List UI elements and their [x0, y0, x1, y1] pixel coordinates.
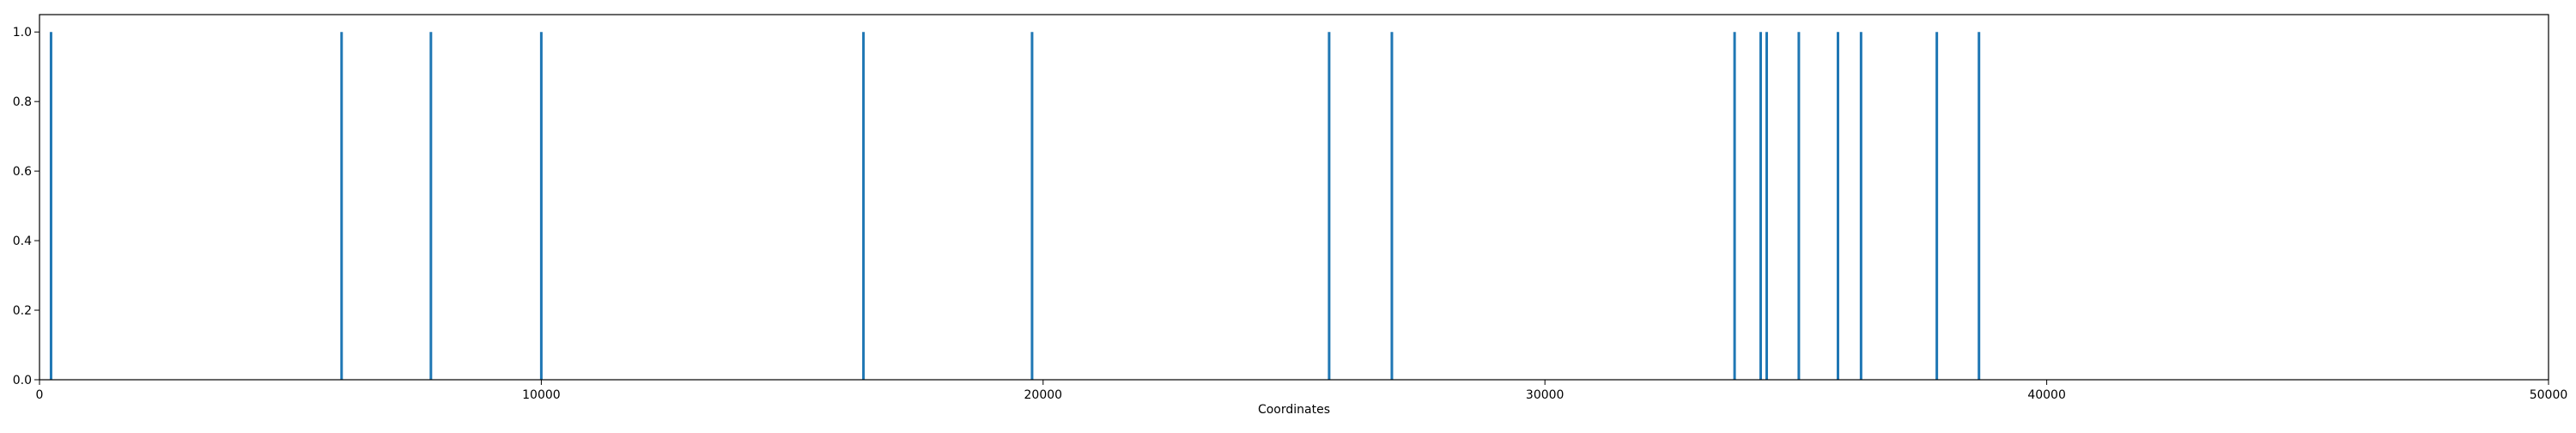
x-axis-label: Coordinates: [1258, 403, 1330, 417]
y-tick-label: 0.6: [13, 165, 32, 179]
x-axis: 0 10000 20000 30000 40000 50000: [36, 380, 2568, 402]
plot-frame: [39, 14, 2549, 381]
x-tick-label: 50000: [2530, 388, 2568, 402]
x-tick-label: 10000: [522, 388, 561, 402]
y-tick-label: 0.2: [13, 304, 32, 318]
x-tick-label: 0: [36, 388, 44, 402]
x-tick-label: 30000: [1526, 388, 1564, 402]
bars-layer: [49, 32, 1981, 380]
x-tick-label: 20000: [1024, 388, 1063, 402]
y-tick-label: 0.0: [13, 374, 32, 387]
x-tick-label: 40000: [2027, 388, 2066, 402]
y-tick-label: 1.0: [13, 26, 32, 40]
y-tick-label: 0.8: [13, 95, 32, 109]
y-axis: 0.0 0.2 0.4 0.6 0.8 1.0: [13, 26, 39, 387]
y-tick-label: 0.4: [13, 235, 32, 248]
